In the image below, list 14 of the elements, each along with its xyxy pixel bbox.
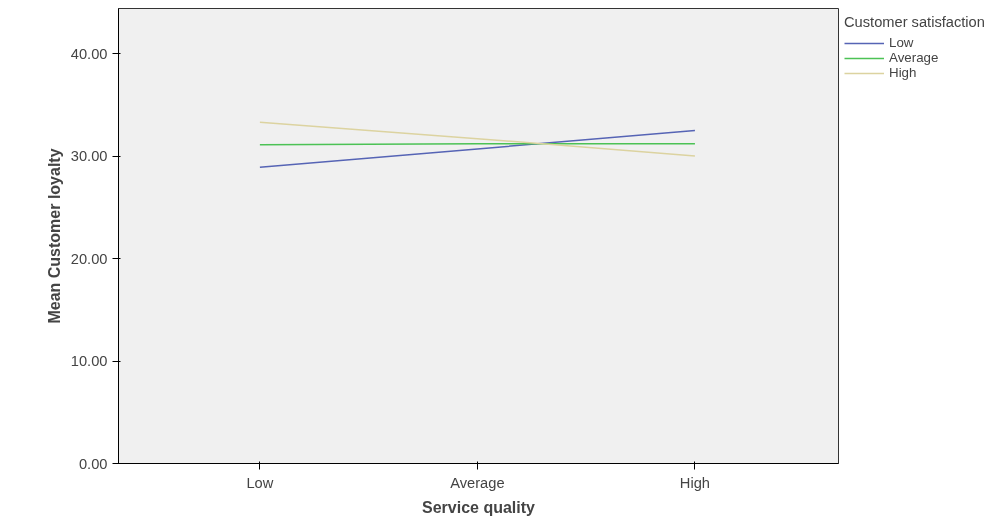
legend-label: Average <box>889 50 939 65</box>
y-tick-label: 10.00 <box>70 353 108 370</box>
x-tick-label: High <box>679 474 711 491</box>
legend-title: Customer satisfaction <box>844 14 985 30</box>
legend-label: Low <box>889 35 914 50</box>
y-tick-label: 20.00 <box>70 250 108 267</box>
y-tick-label: 40.00 <box>70 45 108 62</box>
y-tick-label: 30.00 <box>70 148 108 165</box>
y-axis-title: Mean Customer loyalty <box>45 148 63 324</box>
y-tick-label: 0.00 <box>78 455 108 472</box>
x-tick-label: Average <box>450 474 505 491</box>
x-axis-title: Service quality <box>422 498 536 516</box>
x-tick-label: Low <box>246 474 274 491</box>
legend-label: High <box>889 65 917 80</box>
